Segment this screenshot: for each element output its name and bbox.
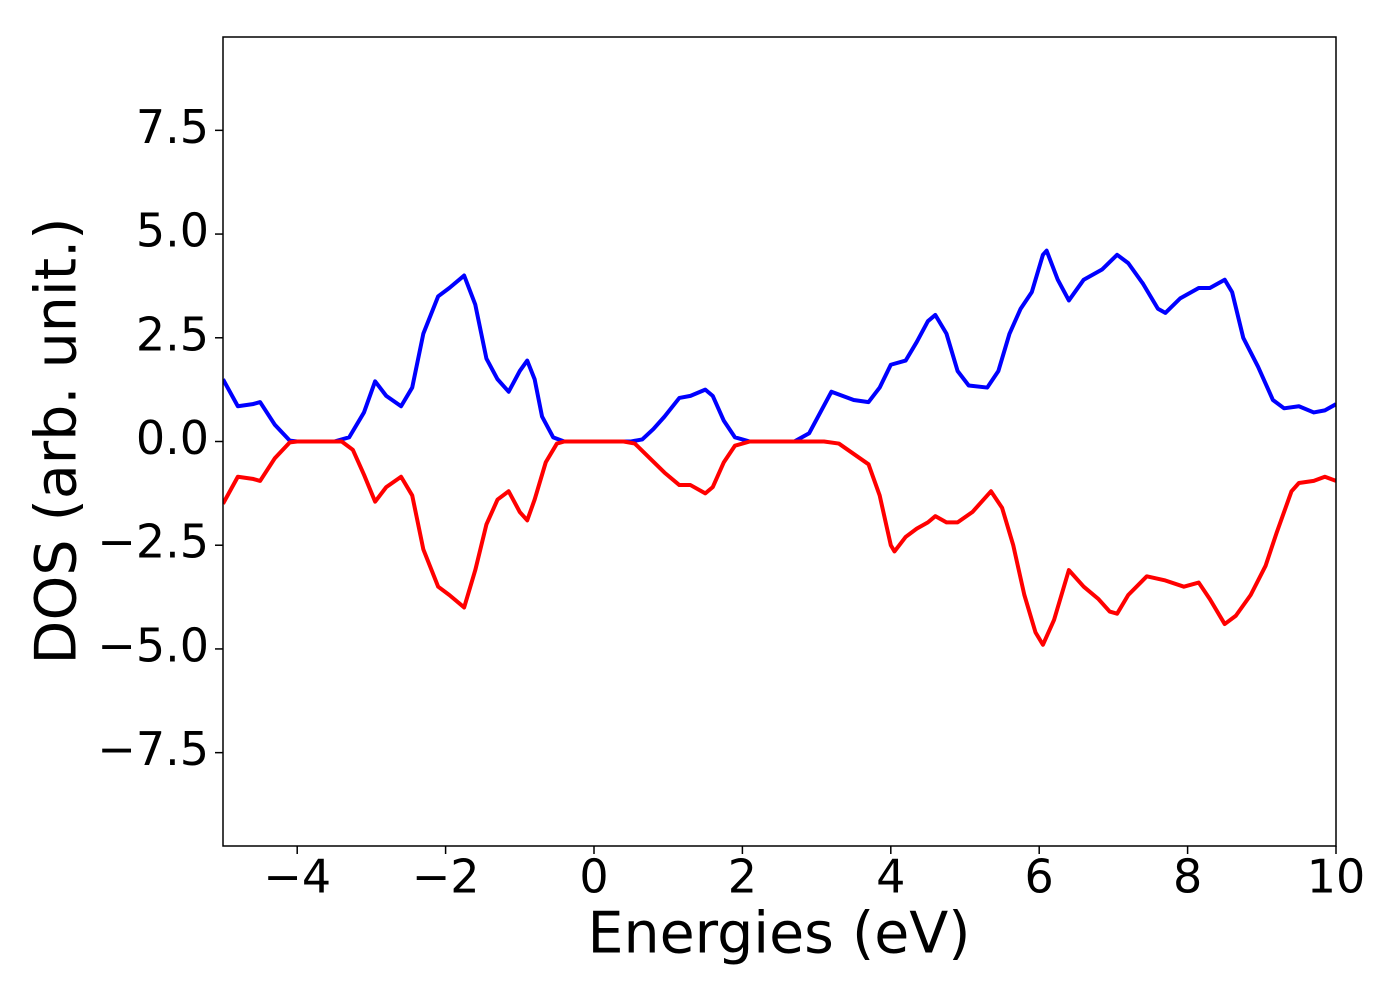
y-tick-label: −7.5 xyxy=(97,722,209,776)
x-tick-label: 6 xyxy=(1025,850,1054,904)
dos-line xyxy=(223,248,1336,444)
plot-frame xyxy=(222,36,1337,847)
dos-line xyxy=(223,439,1336,647)
x-axis-label: Energies (eV) xyxy=(587,901,970,967)
x-tick-label: 8 xyxy=(1173,850,1202,904)
x-tick-label: −4 xyxy=(263,850,331,904)
x-tick-label: 2 xyxy=(728,850,757,904)
x-tick-label: 10 xyxy=(1307,850,1366,904)
y-tick-label: −5.0 xyxy=(97,618,209,672)
y-tick-label: −2.5 xyxy=(97,515,209,569)
y-tick-label: 7.5 xyxy=(136,100,209,154)
y-tick-label: 5.0 xyxy=(136,204,209,258)
x-tick-label: 0 xyxy=(579,850,608,904)
y-tick-label: 0.0 xyxy=(136,411,209,465)
x-tick-label: −2 xyxy=(412,850,480,904)
y-tick-label: 2.5 xyxy=(136,307,209,361)
y-axis-label: DOS (arb. unit.) xyxy=(24,218,90,665)
x-tick-label: 4 xyxy=(876,850,905,904)
